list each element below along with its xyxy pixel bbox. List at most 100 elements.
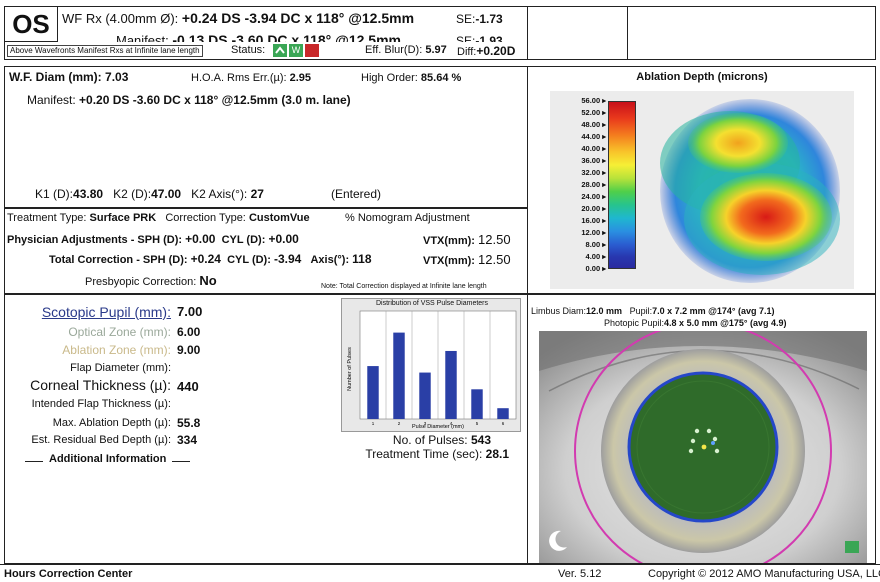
phys-cyl-label: CYL (D): [221,234,266,246]
k2-axis-value: 27 [250,187,264,201]
ablation-scale-label: 4.00 ▸ [585,252,606,261]
ablation-scale-label: 28.00 ▸ [581,180,606,189]
status-red-icon [305,44,319,57]
eff-blur-label: Eff. Blur(D): [365,44,423,56]
ablation-map-panel: Ablation Depth (microns) 56.00 ▸ 52.00 ▸ 4… [528,66,876,294]
k2-axis-label: K2 Axis(°): [191,187,248,201]
intended-flap-label: Intended Flap Thickness (µ): [31,398,171,410]
flap-diameter-label: Flap Diameter (mm): [70,362,171,374]
ablation-scale-label: 40.00 ▸ [581,144,606,153]
optical-zone-label: Optical Zone (mm): [68,325,171,339]
phys-cyl-value: +0.00 [268,232,299,246]
wf-se-label: SE: [456,12,476,26]
high-order-label: High Order: [361,72,418,84]
ablation-color-bar [608,101,636,269]
residual-bed-label: Est. Residual Bed Depth (µ): [31,434,171,446]
ablation-scale-label: 56.00 ▸ [581,96,606,105]
entered-note: (Entered) [331,187,382,201]
max-ablation-value: 55.8 [177,416,201,430]
scotopic-value: 7.00 [177,304,203,319]
total-sph-label: - SPH (D): [136,254,188,266]
ablation-scale-label: 44.00 ▸ [581,132,606,141]
pupil-size-label: Pupil: [629,306,653,316]
ablation-scale-label: 48.00 ▸ [581,120,606,129]
limbus-value: 12.0 mm [586,306,623,316]
wf-rx-label: WF Rx (4.00mm Ø): [62,11,179,26]
optical-zone-value: 6.00 [177,325,201,339]
k1-value: 43.80 [73,187,104,201]
correction-type-value: CustomVue [248,212,310,224]
header-right-box-1 [528,6,628,60]
ablation-scale-label: 52.00 ▸ [581,108,606,117]
status-label: Status: [231,44,266,56]
pulse-bar-5 [471,389,483,419]
ablation-map-plot [660,99,840,283]
eye-label: OS [12,9,50,39]
footer-center-name: Hours Correction Center [4,568,133,580]
pulse-chart-xtick: 2 [398,421,401,426]
total-cyl-value: -3.94 [273,252,302,266]
total-correction-label: Total Correction [49,254,134,266]
wf-diam-label: W.F. Diam (mm): [9,70,102,84]
pupil-section: Scotopic Pupil (mm): 7.00 Optical Zone (… [4,294,528,564]
eye-label-box: OS [4,6,58,42]
wf-rx-value: +0.24 DS -3.94 DC x 118° @12.5mm [181,10,415,26]
ablation-zone-value: 9.00 [177,343,201,357]
pulse-chart-xlabel: Pulse Diameter (mm) [412,424,464,430]
hoa-value: 2.95 [289,72,312,84]
header-right-box-2 [628,6,876,60]
phys-vtx-value: 12.50 [478,232,511,247]
reflection-dots [688,428,720,454]
footer-version: Ver. 5.12 [558,568,602,580]
physician-adj-label: Physician Adjustments [7,234,128,246]
status-row: Above Wavefronts Manifest Rxs at Infinit… [4,42,528,60]
total-vtx-label: VTX(mm): [423,255,475,267]
treatment-time-value: 28.1 [485,447,509,461]
pulses-label: No. of Pulses: [392,433,468,447]
ablation-scale-label: 12.00 ▸ [581,228,606,237]
treatment-time-label: Treatment Time (sec): [365,447,483,461]
hoa-label: H.O.A. Rms Err.(µ): [191,72,287,84]
ablation-scale-label: 0.00 ▸ [585,264,606,273]
k1-label: K1 (D): [35,187,74,201]
correction-type-label: Correction Type: [165,212,246,224]
eye-status-icon [845,541,859,553]
additional-info-label[interactable]: Additional Information [49,453,167,465]
phys-vtx-label: VTX(mm): [423,235,475,247]
moon-icon [549,530,567,551]
footer-bar: Hours Correction Center Ver. 5.12 Copyri… [0,564,880,582]
pulse-bar-1 [367,366,379,419]
total-correction-note: Note: Total Correction displayed at Infi… [321,283,487,290]
status-w-icon: W [289,44,303,57]
photopic-label: Photopic Pupil: [604,318,665,328]
treatment-section: Treatment Type: Surface PRK Correction T… [4,208,528,294]
ablation-scale-label: 36.00 ▸ [581,156,606,165]
high-order-value: 85.64 % [420,72,462,84]
pulse-chart-svg: 1 2 3 4 5 6 Number of Pulses Pulse Diameter (… [347,310,517,430]
treatment-type-value: Surface PRK [89,212,157,224]
pulse-chart-ylabel: Number of Pulses [347,347,353,391]
ablation-zone-label: Ablation Zone (mm): [62,343,171,357]
eye-image-panel: Limbus Diam:12.0 mm Pupil:7.0 x 7.2 mm @… [528,294,876,564]
scotopic-label: Scotopic Pupil (mm): [41,304,171,320]
presbyopic-value: No [199,273,217,288]
diff-value: +0.20D [476,44,516,58]
status-up-icon [273,44,287,57]
phys-sph-label: - SPH (D): [130,234,183,246]
ablation-scale-label: 24.00 ▸ [581,192,606,201]
k2-label: K2 (D): [113,187,152,201]
wf-section: W.F. Diam (mm): 7.03 H.O.A. Rms Err.(µ):… [4,66,528,208]
max-ablation-label: Max. Ablation Depth (µ): [52,417,171,429]
k2-value: 47.00 [151,187,182,201]
pulse-bar-4 [445,350,457,419]
total-axis-label: Axis(°): [310,254,350,266]
photopic-value: 4.8 x 5.0 mm @175° (avg 4.9) [664,318,787,328]
pulses-value: 543 [470,433,491,447]
total-vtx-value: 12.50 [478,252,511,267]
ablation-scale-label: 16.00 ▸ [581,216,606,225]
pulse-bar-3 [419,372,431,419]
corneal-thickness-label: Corneal Thickness (µ): [30,377,171,393]
residual-bed-value: 334 [177,433,198,447]
pupil-size-value: 7.0 x 7.2 mm @174° (avg 7.1) [652,306,775,316]
infinite-lane-note: Above Wavefronts Manifest Rxs at Infinit… [7,45,203,57]
